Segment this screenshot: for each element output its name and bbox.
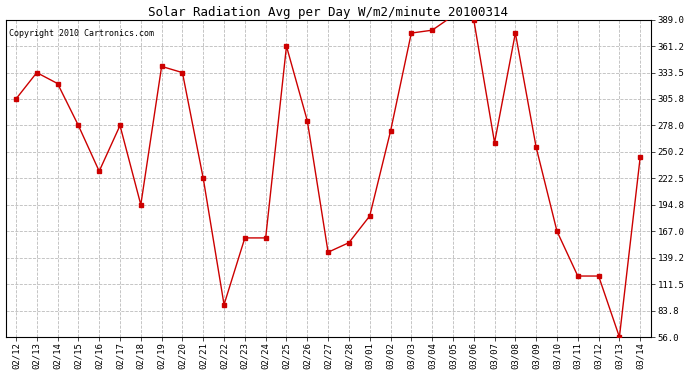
Text: Copyright 2010 Cartronics.com: Copyright 2010 Cartronics.com bbox=[9, 29, 154, 38]
Title: Solar Radiation Avg per Day W/m2/minute 20100314: Solar Radiation Avg per Day W/m2/minute … bbox=[148, 6, 508, 18]
